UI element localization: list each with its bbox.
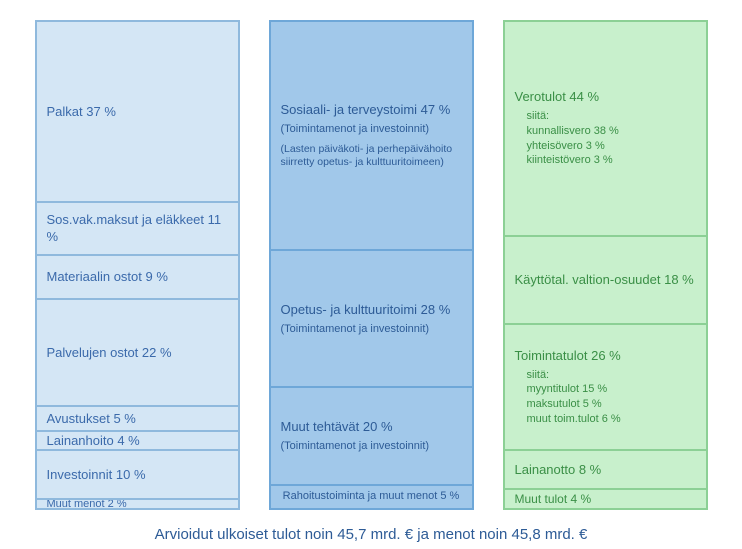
segment-label: Investoinnit 10 %	[47, 466, 228, 484]
detail-siita: siitä:	[515, 109, 696, 124]
segment-label: Lainanotto 8 %	[515, 461, 696, 479]
segment-label: Opetus- ja kulttuuritoimi 28 %	[281, 301, 462, 319]
segment-label: Sos.vak.maksut ja eläkkeet 11 %	[47, 211, 228, 246]
segment-label: Verotulot 44 %	[515, 88, 696, 106]
detail-yhteisovero: yhteisövero 3 %	[515, 139, 696, 154]
segment-label: Palkat 37 %	[47, 103, 228, 121]
segment-lainanotto: Lainanotto 8 %	[504, 450, 707, 489]
segment-avustukset: Avustukset 5 %	[36, 406, 239, 430]
segment-sublabel: (Toimintamenot ja investoinnit)	[281, 439, 462, 454]
detail-maksutulot: maksutulot 5 %	[515, 397, 696, 412]
segment-palvelujen: Palvelujen ostot 22 %	[36, 299, 239, 406]
segment-opetus: Opetus- ja kulttuuritoimi 28 % (Toiminta…	[270, 250, 473, 387]
segment-label: Toimintatulot 26 %	[515, 347, 696, 365]
segment-label: Lainanhoito 4 %	[47, 432, 228, 450]
detail-siita: siitä:	[515, 368, 696, 383]
segment-muut-menot: Muut menot 2 %	[36, 499, 239, 509]
segment-lainanhoito: Lainanhoito 4 %	[36, 431, 239, 451]
expenses-by-function-column: Sosiaali- ja terveystoimi 47 % (Toiminta…	[269, 20, 474, 510]
detail-kiinteistovero: kiinteistövero 3 %	[515, 153, 696, 168]
segment-toimintatulot: Toimintatulot 26 % siitä: myyntitulot 15…	[504, 324, 707, 451]
footer-caption: Arvioidut ulkoiset tulot noin 45,7 mrd. …	[0, 526, 742, 543]
segment-palkat: Palkat 37 %	[36, 21, 239, 202]
segment-sublabel: (Toimintamenot ja investoinnit)	[281, 122, 462, 137]
stacked-columns-chart: Palkat 37 % Sos.vak.maksut ja eläkkeet 1…	[0, 0, 742, 510]
detail-kunnallisvero: kunnallisvero 38 %	[515, 124, 696, 139]
segment-label: Muut menot 2 %	[47, 499, 228, 509]
segment-note: (Lasten päiväkoti- ja perhepäivähoito si…	[281, 143, 462, 170]
segment-label: Sosiaali- ja terveystoimi 47 %	[281, 101, 462, 119]
segment-label: Palvelujen ostot 22 %	[47, 344, 228, 362]
segment-muut-tehtavat: Muut tehtävät 20 % (Toimintamenot ja inv…	[270, 387, 473, 485]
segment-sosvak: Sos.vak.maksut ja eläkkeet 11 %	[36, 202, 239, 256]
segment-label: Muut tulot 4 %	[515, 491, 696, 507]
segment-materiaalin: Materiaalin ostot 9 %	[36, 255, 239, 299]
segment-label: Rahoitustoiminta ja muut menot 5 %	[281, 489, 462, 504]
segment-verotulot: Verotulot 44 % siitä: kunnallisvero 38 %…	[504, 21, 707, 236]
segment-sublabel: (Toimintamenot ja investoinnit)	[281, 322, 462, 337]
segment-label: Avustukset 5 %	[47, 410, 228, 428]
segment-label: Käyttötal. valtion-osuudet 18 %	[515, 271, 696, 289]
detail-myyntitulot: myyntitulot 15 %	[515, 382, 696, 397]
segment-label: Materiaalin ostot 9 %	[47, 268, 228, 286]
segment-sosiaali: Sosiaali- ja terveystoimi 47 % (Toiminta…	[270, 21, 473, 250]
segment-valtionosuudet: Käyttötal. valtion-osuudet 18 %	[504, 236, 707, 324]
detail-muut-toim: muut toim.tulot 6 %	[515, 412, 696, 427]
segment-rahoitus: Rahoitustoiminta ja muut menot 5 %	[270, 485, 473, 509]
segment-investoinnit: Investoinnit 10 %	[36, 450, 239, 499]
expenses-by-type-column: Palkat 37 % Sos.vak.maksut ja eläkkeet 1…	[35, 20, 240, 510]
segment-label: Muut tehtävät 20 %	[281, 418, 462, 436]
income-column: Verotulot 44 % siitä: kunnallisvero 38 %…	[503, 20, 708, 510]
segment-muut-tulot: Muut tulot 4 %	[504, 489, 707, 509]
